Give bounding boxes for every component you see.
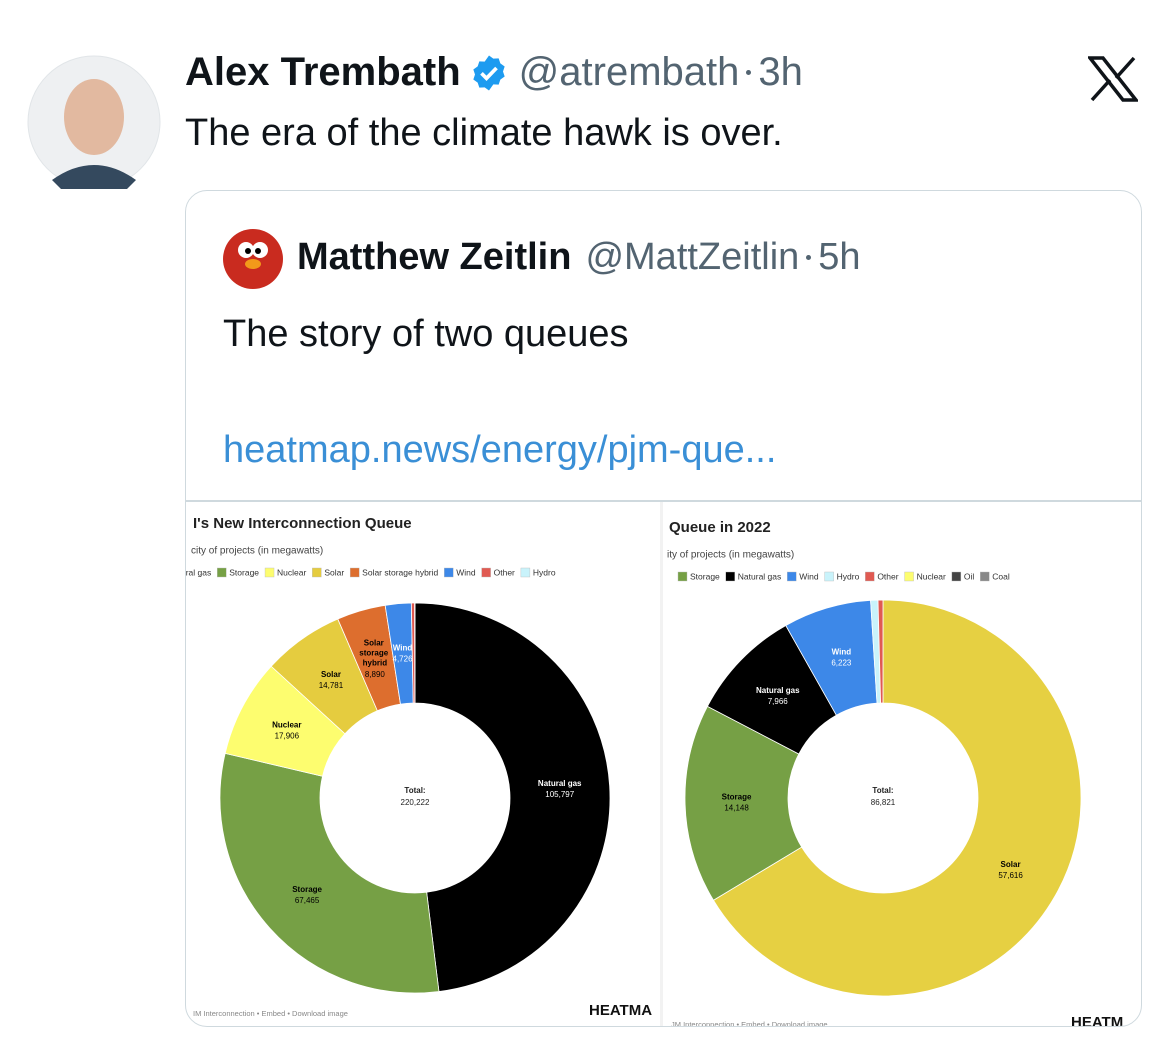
legend-swatch xyxy=(520,567,531,578)
total-label: Total: xyxy=(404,786,425,795)
legend-label: Oil xyxy=(964,571,975,581)
slice-value-label: 57,616 xyxy=(998,871,1023,880)
post-time[interactable]: 3h xyxy=(758,50,803,94)
legend-label: Nuclear xyxy=(277,567,306,577)
quote-avatar[interactable] xyxy=(222,228,284,290)
author-handle[interactable]: @atrembath xyxy=(518,50,740,94)
image-footer: IM Interconnection • Embed • Download im… xyxy=(193,1009,348,1018)
legend-swatch xyxy=(677,571,688,582)
separator-dot xyxy=(746,70,752,75)
brand-logo: HEATM xyxy=(1071,1014,1123,1026)
slice-value-label: 8,890 xyxy=(365,670,386,679)
chart-subtitle: ity of projects (in megawatts) xyxy=(667,550,794,561)
author-name[interactable]: Alex Trembath xyxy=(185,50,461,94)
slice-value-label: 17,906 xyxy=(275,731,300,740)
total-value: 220,222 xyxy=(401,798,430,807)
quote-author-name[interactable]: Matthew Zeitlin xyxy=(297,236,572,278)
donut-slice xyxy=(414,602,611,992)
tweet-text: The era of the climate hawk is over. xyxy=(185,112,783,154)
legend-label: Hydro xyxy=(533,567,556,577)
legend-label: Solar storage hybrid xyxy=(362,567,438,577)
legend-swatch xyxy=(444,567,454,578)
slice-value-label: 105,797 xyxy=(545,790,574,799)
legend-label: Storage xyxy=(690,571,720,581)
legend-label: Other xyxy=(494,567,515,577)
donut-slice xyxy=(684,705,803,901)
total-value: 86,821 xyxy=(871,798,896,807)
slice-label: Natural gas xyxy=(756,686,800,695)
legend-swatch xyxy=(904,571,914,582)
legend-label: Solar xyxy=(324,567,344,577)
legend-swatch xyxy=(980,571,990,582)
legend-swatch xyxy=(824,571,834,582)
slice-label: Nuclear xyxy=(272,720,301,729)
total-label: Total: xyxy=(872,786,893,795)
legend-swatch xyxy=(481,567,491,578)
quote-post-time[interactable]: 5h xyxy=(818,236,861,278)
donut-slice xyxy=(712,599,1082,997)
chart-title: Queue in 2022 xyxy=(669,519,771,536)
image-gap xyxy=(660,502,663,1026)
slice-value-label: 7,966 xyxy=(768,697,789,706)
slice-label: Storage xyxy=(292,885,322,894)
legend-swatch xyxy=(725,571,735,582)
legend-label: Coal xyxy=(992,571,1010,581)
legend-label: Storage xyxy=(229,567,259,577)
legend-label: Hydro xyxy=(837,571,860,581)
chart-subtitle: city of projects (in megawatts) xyxy=(191,546,323,557)
author-avatar[interactable] xyxy=(27,55,161,189)
donut-slice xyxy=(219,752,440,994)
legend-swatch xyxy=(312,567,322,578)
slice-label: Natural gas xyxy=(538,779,582,788)
slice-label: Storage xyxy=(722,793,752,802)
legend-label: Other xyxy=(877,571,898,581)
chart-images: I's New Interconnection Queue city of pro… xyxy=(186,502,1123,1026)
slice-label: Wind xyxy=(832,648,852,657)
slice-label: Solar storage hybrid xyxy=(359,639,390,668)
quote-text: The story of two queues xyxy=(223,313,629,355)
chart-title: I's New Interconnection Queue xyxy=(193,515,412,532)
image-footer: JM Interconnection • Embed • Download im… xyxy=(671,1020,828,1026)
chart-image: Queue in 2022 ity of projects (in megawat… xyxy=(667,519,1123,1026)
divider xyxy=(186,500,1141,502)
quote-author-handle[interactable]: @MattZeitlin xyxy=(585,236,800,278)
verified-badge xyxy=(472,55,505,90)
legend-label: Wind xyxy=(799,571,819,581)
legend-swatch xyxy=(951,571,962,582)
x-logo[interactable] xyxy=(1088,56,1138,102)
legend-swatch xyxy=(217,567,227,578)
legend-swatch xyxy=(264,567,275,578)
legend-label: ural gas xyxy=(186,567,211,577)
chart-image: I's New Interconnection Queue city of pro… xyxy=(186,515,652,1019)
slice-value-label: 14,148 xyxy=(724,804,749,813)
quoted-tweet[interactable]: Matthew Zeitlin @MattZeitlin 5h The stor… xyxy=(185,190,1142,1027)
legend-label: Wind xyxy=(456,567,476,577)
slice-label: Solar xyxy=(321,670,341,679)
slice-label: Solar xyxy=(1001,860,1021,869)
quote-link[interactable]: heatmap.news/energy/pjm-que... xyxy=(223,429,777,471)
slice-value-label: 67,465 xyxy=(295,896,320,905)
legend-swatch xyxy=(865,571,875,582)
legend-swatch xyxy=(349,567,360,578)
separator-dot xyxy=(806,255,812,260)
slice-value-label: 14,781 xyxy=(319,681,344,690)
brand-logo: HEATMA xyxy=(589,1002,652,1019)
legend-label: Natural gas xyxy=(738,571,781,581)
slice-value-label: 6,223 xyxy=(831,659,852,668)
slice-label: Wind xyxy=(393,644,413,653)
donut-slice xyxy=(877,599,884,704)
slice-value-label: 4,726 xyxy=(393,655,414,664)
legend-swatch xyxy=(787,571,797,582)
legend-label: Nuclear xyxy=(917,571,946,581)
